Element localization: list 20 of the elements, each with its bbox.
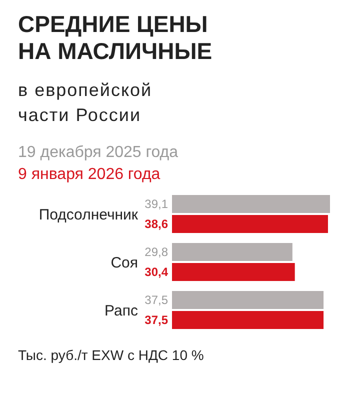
text: Тыс. руб./т EXW с НДС 10 % xyxy=(18,347,204,363)
bar xyxy=(172,195,330,213)
text: 19 декабря 2025 года xyxy=(18,144,178,161)
text: 9 января 2026 года xyxy=(18,166,160,183)
chart-title: СРЕДНИЕ ЦЕНЫ НА МАСЛИЧНЫЕ xyxy=(18,11,212,64)
data-label: 29,8 xyxy=(144,245,168,260)
data-label: 39,1 xyxy=(144,197,168,212)
data-label: 38,6 xyxy=(144,217,168,232)
bar xyxy=(172,291,324,309)
y-tick-label: Подсолнечник xyxy=(38,206,138,224)
data-label: 37,5 xyxy=(144,313,168,328)
bar xyxy=(172,311,324,329)
y-tick-label: Рапс xyxy=(104,302,138,320)
bar xyxy=(172,215,328,233)
data-label: 30,4 xyxy=(144,265,168,280)
chart-subtitle: в европейской части России xyxy=(18,80,152,125)
data-label: 37,5 xyxy=(144,293,168,308)
bar xyxy=(172,243,292,261)
bar xyxy=(172,263,295,281)
y-tick-label: Соя xyxy=(110,254,138,272)
